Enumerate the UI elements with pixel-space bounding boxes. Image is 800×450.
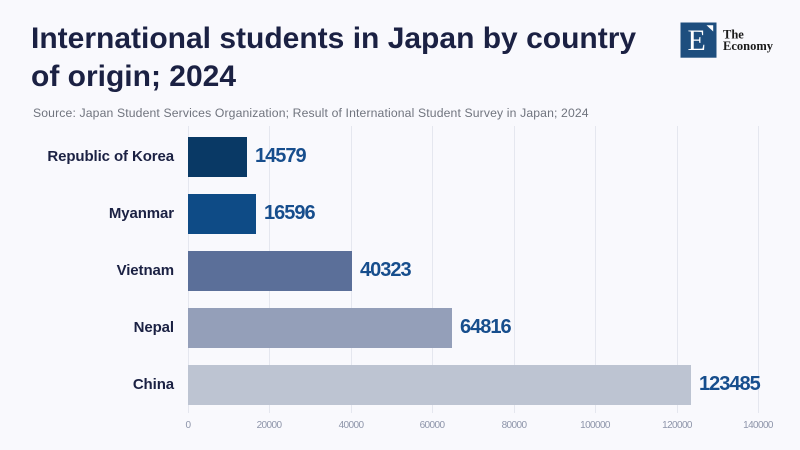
svg-text:The: The [723,27,744,41]
svg-text:Economy: Economy [723,39,774,53]
svg-text:E: E [687,24,705,57]
